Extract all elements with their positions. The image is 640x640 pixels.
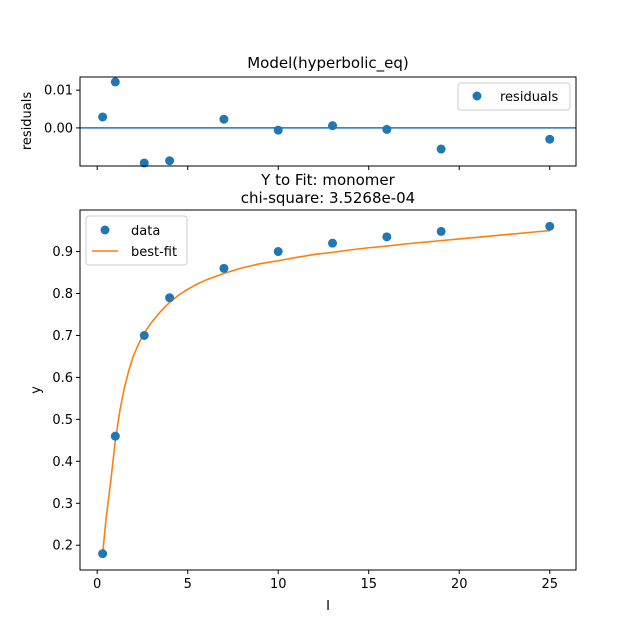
residual-point [436,144,446,154]
fit-y-tick-label: 0.2 [52,539,73,554]
data-point [382,232,392,242]
fit-x-tick-label: 25 [541,577,558,592]
fit-x-tick-label: 15 [360,577,377,592]
residuals-legend-box [457,82,571,111]
residual-point [328,121,338,131]
data-point [436,226,446,236]
best-fit-line [101,229,550,554]
data-point [165,293,175,303]
fit-legend: data best-fit [85,215,188,266]
fit-panel: Y to Fit: monomer chi-square: 3.5268e-04… [29,171,577,614]
data-point [328,238,338,248]
fit-y-tick-label: 0.7 [52,329,73,344]
fit-x-tick-label: 5 [184,577,192,592]
fit-plot-area: 0.2 0.3 0.4 0.5 0.6 0.7 0.8 0.9 0 5 10 15 20 25 [52,221,558,592]
fit-subtitle: chi-square: 3.5268e-04 [241,189,415,207]
residuals-axes-frame [79,76,577,167]
fit-legend-best-fit-label: best-fit [131,245,177,260]
fit-y-tick-label: 0.9 [52,245,73,260]
fit-x-tick-label: 0 [93,577,101,592]
residuals-legend: residuals [457,82,571,111]
fit-legend-box [85,215,188,266]
residuals-plot-area: 0.00 0.01 [44,77,576,170]
fit-axes-frame [79,209,577,571]
fit-x-tick-label: 20 [451,577,468,592]
data-point [139,330,149,340]
residual-point [273,125,283,135]
residuals-legend-label: residuals [500,90,559,105]
residuals-title: Model(hyperbolic_eq) [247,54,409,73]
data-point [98,549,108,559]
fit-y-tick-label: 0.5 [52,413,73,428]
residual-point [165,156,175,166]
residuals-y-tick-label: 0.01 [44,84,73,99]
fit-y-tick-label: 0.3 [52,497,73,512]
residual-point [219,114,229,124]
residuals-y-axis-label: residuals [20,92,35,151]
residual-point [98,112,108,122]
residuals-y-tick-label: 0.00 [44,121,73,136]
fit-title: Y to Fit: monomer [260,171,395,189]
fit-legend-data-label: data [131,224,160,239]
fit-x-tick-label: 10 [270,577,287,592]
residual-point [110,77,120,87]
residual-point [382,124,392,134]
residuals-panel: Model(hyperbolic_eq) 0.000.01 residuals … [20,54,577,170]
residual-point [139,158,149,168]
data-point [219,263,229,273]
fit-legend-data-marker [100,225,110,235]
residual-point [545,134,555,144]
fit-x-axis-label: I [326,599,330,614]
residuals-legend-marker [472,91,482,101]
data-point [273,247,283,257]
data-point [545,221,555,231]
data-point [110,431,120,441]
fit-y-tick-label: 0.4 [52,455,73,470]
fit-y-tick-label: 0.6 [52,371,73,386]
fit-y-tick-label: 0.8 [52,287,73,302]
fit-y-axis-label: y [29,386,44,394]
